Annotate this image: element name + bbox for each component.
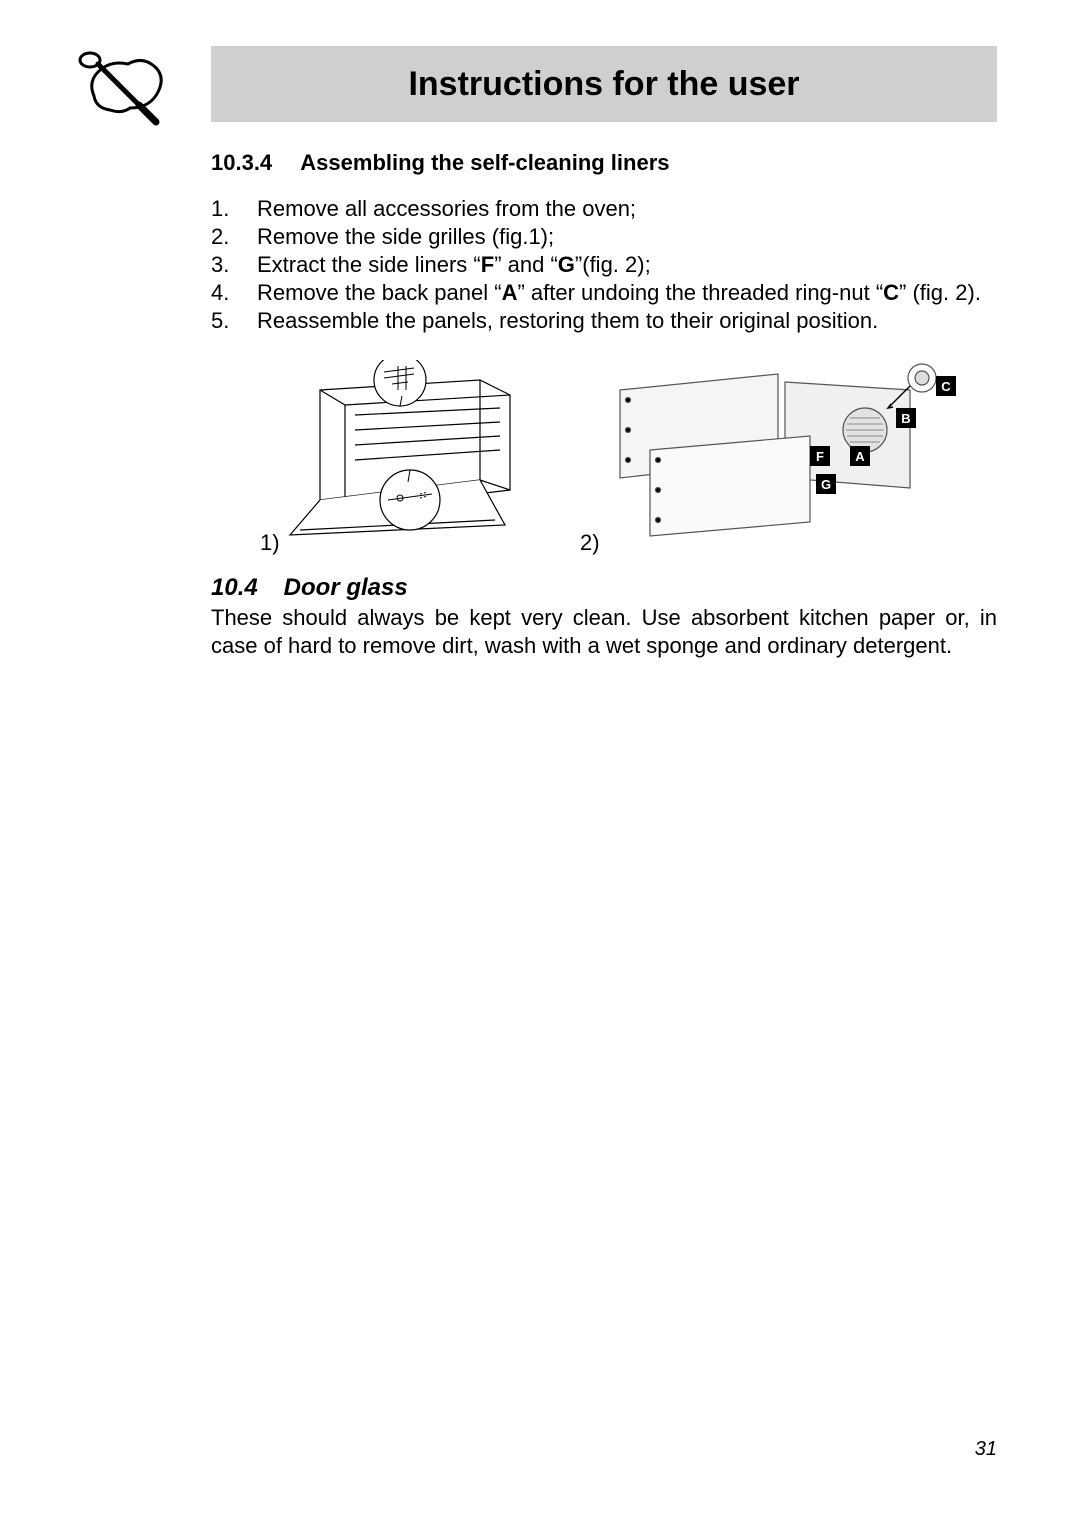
instruction-list: 1. Remove all accessories from the oven;… — [211, 195, 997, 335]
section-heading: 10.4 Door glass — [211, 574, 408, 602]
figure-1-caption: 1) — [260, 530, 280, 556]
list-item: 2. Remove the side grilles (fig.1); — [211, 223, 997, 251]
subsection-heading: 10.3.4 Assembling the self-cleaning line… — [211, 150, 670, 176]
label-A: A — [850, 446, 870, 466]
figure-1-diagram — [280, 360, 540, 540]
list-item: 4. Remove the back panel “A” after undoi… — [211, 279, 997, 307]
figure-row: 1) — [260, 360, 980, 565]
header-band: Instructions for the user — [211, 46, 997, 122]
figure-2-diagram — [610, 360, 950, 540]
list-marker: 4. — [211, 279, 257, 307]
list-text: Remove the side grilles (fig.1); — [257, 223, 997, 251]
list-marker: 2. — [211, 223, 257, 251]
subsection-number: 10.3.4 — [211, 150, 295, 176]
list-marker: 1. — [211, 195, 257, 223]
subsection-title: Assembling the self-cleaning liners — [300, 150, 669, 175]
figure-2-caption: 2) — [580, 530, 600, 556]
list-item: 3. Extract the side liners “F” and “G”(f… — [211, 251, 997, 279]
list-text: Remove the back panel “A” after undoing … — [257, 279, 997, 307]
label-F: F — [810, 446, 830, 466]
page-number: 31 — [975, 1438, 997, 1461]
list-text: Extract the side liners “F” and “G”(fig.… — [257, 251, 997, 279]
list-marker: 3. — [211, 251, 257, 279]
brand-logo — [76, 42, 172, 128]
label-C: C — [936, 376, 956, 396]
list-text: Remove all accessories from the oven; — [257, 195, 997, 223]
list-item: 1. Remove all accessories from the oven; — [211, 195, 997, 223]
page-title: Instructions for the user — [408, 65, 799, 104]
list-text: Reassemble the panels, restoring them to… — [257, 307, 997, 335]
list-item: 5. Reassemble the panels, restoring them… — [211, 307, 997, 335]
section-title: Door glass — [284, 574, 408, 601]
section-number: 10.4 — [211, 574, 277, 602]
list-marker: 5. — [211, 307, 257, 335]
manual-page: Instructions for the user 10.3.4 Assembl… — [0, 0, 1080, 1529]
section-paragraph: These should always be kept very clean. … — [211, 604, 997, 660]
label-B: B — [896, 408, 916, 428]
label-G: G — [816, 474, 836, 494]
